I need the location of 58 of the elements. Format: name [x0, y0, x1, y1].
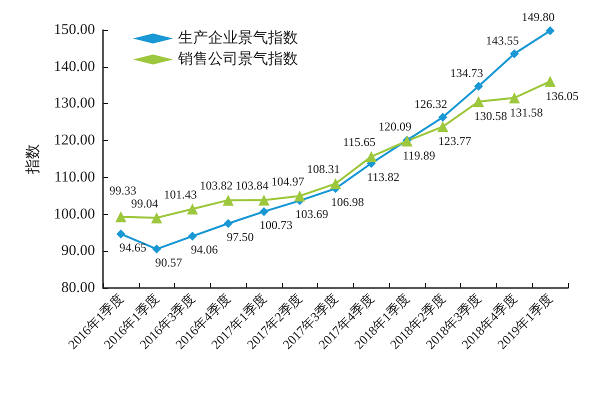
- y-tick-label: 130.00: [54, 96, 95, 112]
- data-label: 134.73: [450, 66, 484, 80]
- point: [259, 207, 268, 216]
- point: [330, 178, 341, 190]
- data-label: 120.09: [378, 120, 412, 134]
- data-label: 104.97: [271, 174, 304, 188]
- data-label: 149.80: [522, 10, 555, 24]
- data-label: 94.65: [119, 240, 146, 255]
- point: [473, 96, 484, 108]
- point: [258, 194, 270, 206]
- data-label: 136.05: [546, 88, 579, 103]
- legend-label: 生产企业景气指数: [178, 30, 298, 46]
- y-tick-label: 120.00: [54, 132, 95, 149]
- point: [224, 219, 233, 228]
- point: [437, 121, 448, 132]
- data-label: 99.04: [131, 196, 158, 210]
- legend-label: 销售公司景气指数: [177, 50, 298, 68]
- point: [188, 232, 197, 241]
- data-label: 100.73: [259, 218, 292, 232]
- y-tick-label: 80.00: [61, 280, 95, 296]
- data-label: 101.43: [164, 188, 197, 202]
- data-label: 99.33: [109, 183, 136, 198]
- point: [546, 26, 555, 36]
- data-label: 103.69: [295, 207, 328, 222]
- data-label: 103.82: [200, 178, 233, 193]
- data-label: 131.58: [510, 105, 543, 120]
- data-label: 113.82: [366, 170, 400, 184]
- data-label: 119.89: [402, 148, 436, 162]
- point: [508, 92, 520, 104]
- data-label: 106.98: [331, 195, 364, 210]
- y-tick-label: 110.00: [54, 169, 95, 186]
- data-label: 126.32: [414, 96, 448, 111]
- y-tick-label: 150.00: [54, 22, 95, 38]
- data-label: 94.06: [190, 242, 218, 257]
- point: [152, 244, 162, 254]
- data-label: 123.77: [438, 134, 472, 148]
- point: [115, 211, 126, 222]
- point: [186, 204, 198, 215]
- point: [294, 190, 306, 202]
- y-tick-label: 140.00: [54, 58, 95, 75]
- point: [222, 194, 234, 206]
- point: [474, 82, 484, 91]
- data-label: 108.31: [307, 162, 340, 176]
- data-label: 143.55: [486, 33, 519, 48]
- point: [116, 230, 126, 239]
- point: [151, 212, 162, 224]
- data-label: 97.50: [226, 230, 254, 244]
- data-label: 90.57: [155, 256, 182, 270]
- point: [366, 151, 377, 162]
- data-label: 130.58: [474, 109, 508, 124]
- point: [510, 49, 519, 58]
- data-label: 103.84: [235, 178, 268, 193]
- y-tick-label: 90.00: [61, 243, 95, 260]
- data-label: 115.65: [342, 135, 376, 150]
- y-tick-label: 100.00: [54, 206, 95, 222]
- point: [544, 76, 556, 87]
- y-axis-title: 指数: [24, 144, 42, 175]
- point: [438, 112, 448, 122]
